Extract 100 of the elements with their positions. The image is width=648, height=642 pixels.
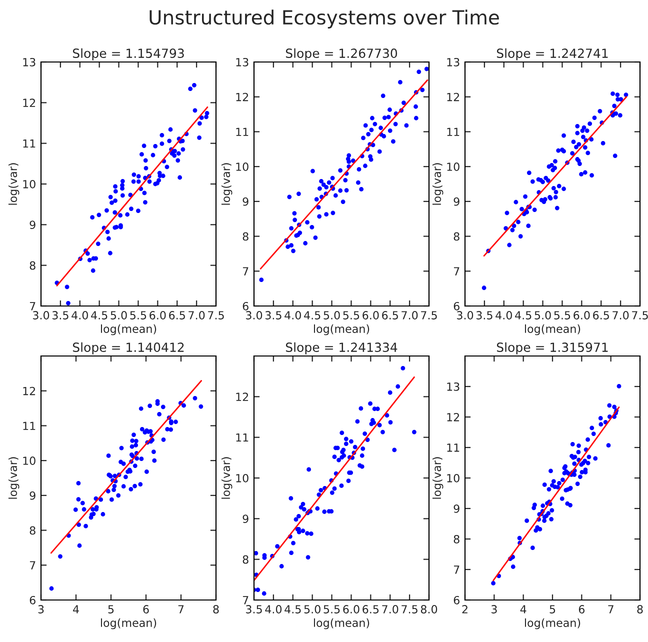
y-tick-label: 9 xyxy=(242,514,248,524)
y-tick-label: 11 xyxy=(236,433,248,442)
y-tick-label: 10 xyxy=(236,162,248,171)
chart-title: Slope = 1.267730 xyxy=(286,48,398,60)
y-tick-label: 6 xyxy=(30,596,36,604)
y-tick-label: 11 xyxy=(447,128,460,136)
x-tick-label: 6 xyxy=(143,605,149,614)
x-tick-label: 3.0 xyxy=(246,311,262,320)
y-axis-title: log(var) xyxy=(432,457,444,499)
x-tick-label: 5 xyxy=(550,605,556,614)
y-tick-label: 8 xyxy=(30,261,36,270)
x-tick-label: 8 xyxy=(637,605,643,614)
chart-title: Slope = 1.242741 xyxy=(496,48,608,60)
x-tick-label: 6.5 xyxy=(362,605,379,614)
x-tick-label: 4.5 xyxy=(91,311,108,320)
x-tick-label: 5.5 xyxy=(554,311,570,320)
x-tick-label: 7 xyxy=(608,605,614,614)
y-tick-label: 10 xyxy=(23,456,36,465)
x-axis-title: log(mean) xyxy=(524,618,580,630)
x-tick-label: 3.5 xyxy=(52,311,68,320)
y-tick-label: 7 xyxy=(30,302,36,310)
x-axis-title: log(mean) xyxy=(100,324,156,336)
y-tick-label: 13 xyxy=(447,382,460,391)
x-axis-title: log(mean) xyxy=(314,618,370,630)
y-tick-label: 12 xyxy=(236,392,248,401)
x-tick-label: 3.5 xyxy=(476,311,492,320)
x-tick-label: 4 xyxy=(520,605,526,614)
x-tick-label: 2 xyxy=(462,605,468,614)
x-tick-label: 4.5 xyxy=(284,605,301,614)
x-tick-label: 3.0 xyxy=(457,311,474,320)
y-tick-label: 10 xyxy=(447,474,460,482)
x-tick-label: 6.5 xyxy=(169,311,185,320)
x-tick-label: 8 xyxy=(213,605,219,614)
x-tick-label: 3.5 xyxy=(265,311,282,320)
text: Unstructured Ecosystems over Time xyxy=(150,10,499,28)
x-tick-label: 4.5 xyxy=(304,311,320,320)
y-tick-label: 6 xyxy=(454,302,460,310)
x-tick-label: 7 xyxy=(178,605,184,614)
y-tick-label: 6 xyxy=(242,302,248,310)
y-tick-label: 11 xyxy=(23,139,36,148)
x-tick-label: 8.0 xyxy=(420,605,438,614)
y-tick-label: 7 xyxy=(454,267,460,276)
x-tick-label: 6.0 xyxy=(574,311,590,320)
y-tick-label: 12 xyxy=(447,92,460,102)
x-tick-label: 4.0 xyxy=(496,311,512,320)
x-tick-label: 3.5 xyxy=(246,605,262,614)
y-tick-label: 8 xyxy=(30,526,36,535)
x-tick-label: 4.5 xyxy=(515,311,532,320)
y-tick-label: 11 xyxy=(23,422,36,430)
y-tick-label: 11 xyxy=(447,444,460,452)
chart-title: Slope = 1.154793 xyxy=(72,48,184,60)
x-tick-label: 5 xyxy=(108,605,114,614)
x-tick-label: 7.0 xyxy=(188,311,205,320)
y-tick-label: 10 xyxy=(236,474,248,482)
x-tick-label: 4.0 xyxy=(265,605,282,614)
y-tick-label: 7 xyxy=(454,566,460,574)
x-tick-label: 6 xyxy=(578,605,584,614)
chart-title: Slope = 1.140412 xyxy=(72,342,184,354)
y-tick-label: 6 xyxy=(454,596,460,604)
x-tick-label: 5.5 xyxy=(343,311,360,320)
x-axis-title: log(mean) xyxy=(314,324,370,336)
x-tick-label: 5.0 xyxy=(110,311,127,320)
y-tick-label: 11 xyxy=(236,128,248,136)
x-tick-label: 6.5 xyxy=(593,311,609,320)
y-axis-title: log(var) xyxy=(221,457,232,499)
x-tick-label: 4.0 xyxy=(284,311,301,320)
y-axis-title: log(var) xyxy=(8,163,20,205)
y-tick-label: 10 xyxy=(23,180,36,188)
x-tick-label: 5.0 xyxy=(304,605,320,614)
y-axis-title: log(var) xyxy=(8,457,20,499)
x-tick-label: 3 xyxy=(491,605,497,614)
x-tick-label: 5.5 xyxy=(130,311,146,320)
y-tick-label: 13 xyxy=(23,58,36,66)
y-axis-title: log(var) xyxy=(432,163,444,205)
y-tick-label: 12 xyxy=(23,98,36,107)
y-tick-label: 7 xyxy=(242,267,248,276)
y-tick-label: 9 xyxy=(454,197,460,206)
x-tick-label: 6.5 xyxy=(382,311,398,320)
x-tick-label: 7.5 xyxy=(632,311,648,320)
x-tick-label: 7.5 xyxy=(402,605,418,614)
y-axis-title: log(var) xyxy=(221,163,232,205)
y-tick-label: 12 xyxy=(236,92,248,102)
chart-title: Slope = 1.315971 xyxy=(496,342,608,354)
y-tick-label: 8 xyxy=(242,555,248,564)
y-tick-label: 8 xyxy=(454,534,460,544)
x-tick-label: 5.5 xyxy=(324,605,340,614)
y-tick-label: 7 xyxy=(242,596,248,604)
y-tick-label: 9 xyxy=(30,220,36,230)
x-axis-title: log(mean) xyxy=(524,324,580,336)
y-tick-label: 13 xyxy=(236,58,248,66)
x-tick-label: 7.0 xyxy=(612,311,629,320)
x-axis-title: log(mean) xyxy=(100,618,156,630)
x-tick-label: 5.0 xyxy=(324,311,340,320)
x-tick-label: 3.0 xyxy=(33,311,50,320)
x-tick-label: 4.0 xyxy=(72,311,88,320)
y-tick-label: 9 xyxy=(242,197,248,206)
x-tick-label: 5.0 xyxy=(534,311,551,320)
y-tick-label: 9 xyxy=(30,491,36,500)
y-tick-label: 12 xyxy=(23,386,36,396)
y-tick-label: 12 xyxy=(447,412,460,422)
